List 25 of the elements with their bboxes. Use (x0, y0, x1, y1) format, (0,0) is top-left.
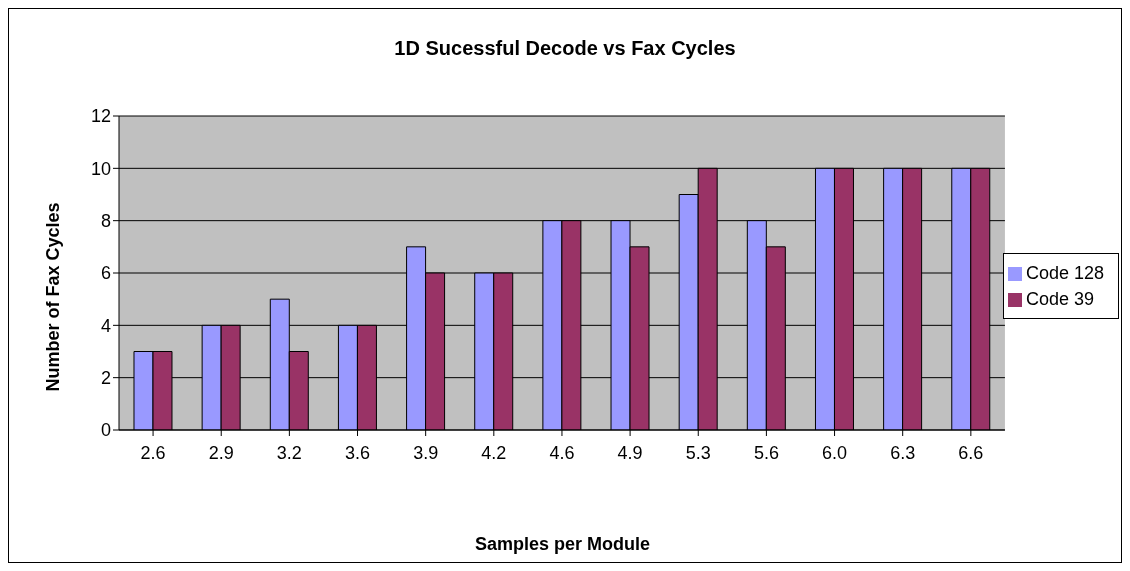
legend-label: Code 128 (1025, 262, 1104, 283)
x-tick-label: 6.3 (890, 442, 916, 463)
y-tick-label: 0 (100, 420, 111, 441)
chart-title: 1D Sucessful Decode vs Fax Cycles (393, 37, 737, 60)
x-tick-label: 6.0 (822, 442, 848, 463)
x-tick-label: 6.6 (958, 442, 984, 463)
x-tick-label: 5.6 (753, 442, 779, 463)
y-tick-label: 6 (100, 263, 111, 284)
y-tick-label: 2 (100, 368, 111, 389)
legend-label: Code 39 (1025, 288, 1094, 309)
x-tick-label: 4.6 (549, 442, 575, 463)
x-tick-label: 4.9 (617, 442, 643, 463)
x-tick-label: 2.6 (140, 442, 166, 463)
y-tick-label: 8 (100, 211, 111, 232)
x-tick-label: 5.3 (685, 442, 711, 463)
x-tick-label: 4.2 (481, 442, 507, 463)
x-axis-title: Samples per Module (473, 534, 651, 555)
y-tick-label: 12 (90, 106, 111, 127)
y-axis-title: Number of Fax Cycles (42, 202, 64, 392)
x-tick-label: 3.2 (276, 442, 302, 463)
y-tick-label: 4 (100, 315, 111, 336)
y-tick-label: 10 (90, 158, 111, 179)
x-tick-label: 3.9 (413, 442, 439, 463)
x-tick-label: 2.9 (208, 442, 234, 463)
x-tick-label: 3.6 (345, 442, 371, 463)
